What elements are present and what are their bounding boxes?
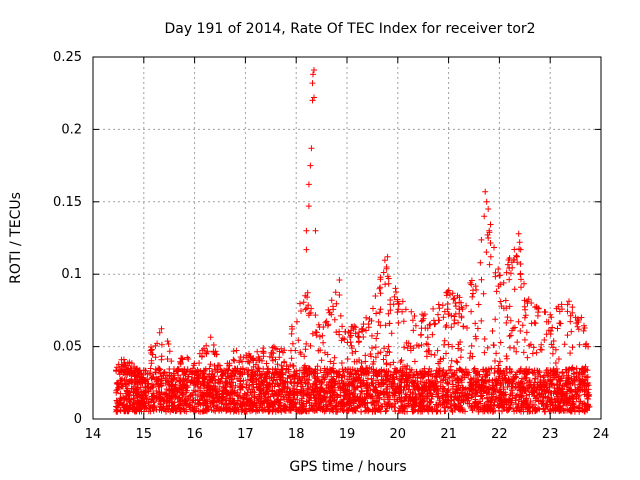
x-tick-label: 15 [136, 427, 153, 442]
x-axis-label: GPS time / hours [289, 459, 406, 475]
y-axis-label: ROTI / TECUs [8, 192, 24, 284]
x-tick-label: 16 [186, 427, 203, 442]
grid-layer [93, 57, 601, 419]
x-tick-label: 18 [288, 427, 305, 442]
y-tick-label: 0.05 [53, 340, 82, 355]
y-tick-label: 0.2 [61, 122, 82, 137]
x-tick-label: 22 [491, 427, 508, 442]
x-tick-label: 21 [440, 427, 457, 442]
x-tick-label: 14 [85, 427, 102, 442]
x-tick-label: 19 [339, 427, 356, 442]
x-tick-label: 17 [237, 427, 254, 442]
y-tick-label: 0.1 [61, 267, 82, 282]
data-points-series-tor2 [113, 67, 593, 415]
y-tick-label: 0.15 [53, 195, 82, 210]
x-tick-label: 23 [542, 427, 559, 442]
x-tick-label: 20 [390, 427, 407, 442]
chart-title: Day 191 of 2014, Rate Of TEC Index for r… [164, 21, 535, 37]
points-layer [113, 67, 593, 415]
x-tick-label: 24 [593, 427, 610, 442]
y-tick-label: 0.25 [53, 50, 82, 65]
ticks-layer: 14 15 16 17 18 19 20 21 22 23 24 0 0.05 0.1 0.15 0.2 0.2… [53, 50, 609, 442]
y-tick-label: 0 [74, 412, 82, 427]
